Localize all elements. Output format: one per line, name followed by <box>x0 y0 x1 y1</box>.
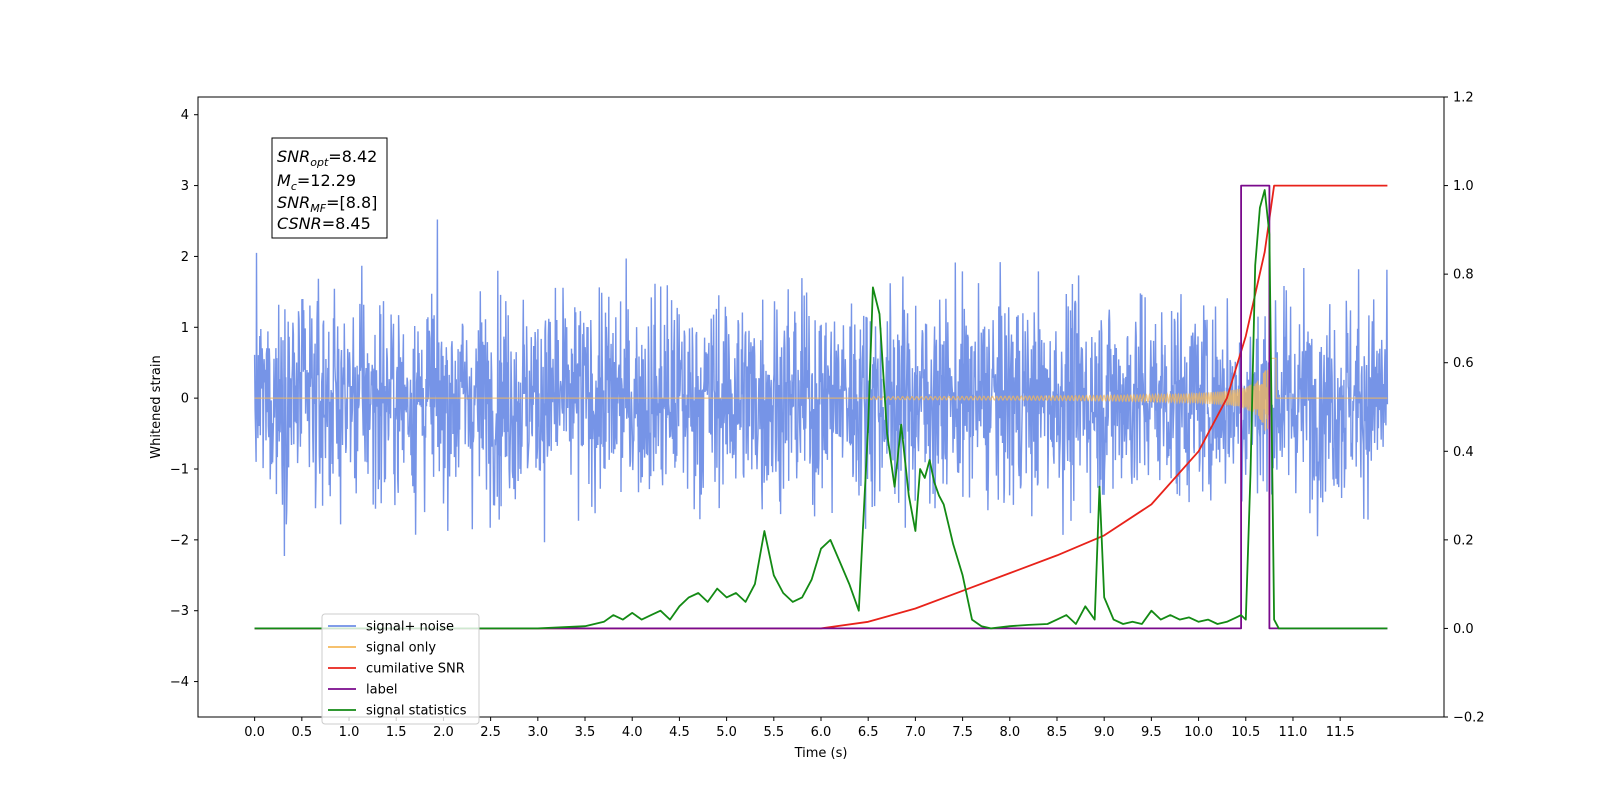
x-tick-label: 10.5 <box>1231 725 1260 740</box>
series-signal-statistics <box>254 189 1388 630</box>
x-tick-label: 3.0 <box>527 725 548 740</box>
x-tick-label: 3.5 <box>575 725 596 740</box>
x-tick-label: 1.0 <box>339 725 360 740</box>
y-tick-label: 4 <box>181 108 189 123</box>
x-tick-label: 9.0 <box>1094 725 1115 740</box>
y2-tick-label: 0.4 <box>1453 445 1474 460</box>
x-tick-label: 0.5 <box>291 725 312 740</box>
x-tick-label: 6.5 <box>858 725 879 740</box>
x-tick-label: 9.5 <box>1141 725 1162 740</box>
x-tick-label: 6.0 <box>811 725 832 740</box>
x-tick-label: 4.0 <box>622 725 643 740</box>
x-tick-label: 7.0 <box>905 725 926 740</box>
x-tick-label: 5.5 <box>763 725 784 740</box>
y-tick-label: 0 <box>181 392 189 407</box>
series-signal-only <box>254 340 1388 457</box>
series-signal-noise <box>253 219 1389 557</box>
y-tick-label: −1 <box>170 463 189 478</box>
legend-label: signal+ noise <box>366 620 454 635</box>
y-tick-label: −3 <box>170 604 189 619</box>
legend-label: signal only <box>366 641 436 656</box>
annotation-snr-opt: SNRopt=8.42 <box>277 147 377 169</box>
x-tick-label: 2.0 <box>433 725 454 740</box>
y2-tick-label: 1.0 <box>1453 179 1474 194</box>
x-tick-label: 5.0 <box>716 725 737 740</box>
x-tick-label: 11.5 <box>1326 725 1355 740</box>
y-tick-label: 2 <box>181 250 189 265</box>
legend-label: label <box>366 683 397 698</box>
y-axis-label: Whitened strain <box>149 355 164 458</box>
x-tick-label: 1.5 <box>386 725 407 740</box>
x-tick-label: 2.5 <box>480 725 501 740</box>
y2-tick-label: 1.2 <box>1453 91 1474 106</box>
annotation-mc: Mc=12.29 <box>277 171 356 193</box>
plot-area <box>253 184 1389 630</box>
legend-label: cumilative SNR <box>366 662 465 677</box>
x-tick-label: 11.0 <box>1278 725 1307 740</box>
y-tick-label: 3 <box>181 179 189 194</box>
y2-tick-label: 0.8 <box>1453 268 1474 283</box>
x-tick-label: 0.0 <box>244 725 265 740</box>
x-tick-label: 8.5 <box>1047 725 1068 740</box>
x-axis-label: Time (s) <box>794 746 848 761</box>
y-tick-label: 1 <box>181 321 189 336</box>
annotation-box: SNRopt=8.42 Mc=12.29 SNRMF=[8.8] CSNR=8.… <box>271 137 388 239</box>
annotation-csnr: CSNR=8.45 <box>277 214 371 233</box>
y2-tick-label: −0.2 <box>1453 711 1485 726</box>
legend-label: signal statistics <box>366 704 467 719</box>
x-tick-label: 7.5 <box>952 725 973 740</box>
x-tick-label: 10.0 <box>1184 725 1213 740</box>
y2-tick-label: 0.6 <box>1453 356 1474 371</box>
x-tick-label: 4.5 <box>669 725 690 740</box>
y-axis-right: 1.2 1.0 0.8 0.6 0.4 0.2 0.0 −0.2 <box>1444 91 1485 726</box>
y-tick-label: −4 <box>170 675 189 690</box>
x-axis: 0.0 0.5 1.0 1.5 2.0 2.5 3.0 3.5 4.0 4.5 5.0 5.5 6.0 6… <box>244 717 1355 740</box>
y2-tick-label: 0.0 <box>1453 622 1474 637</box>
annotation-snr-mf: SNRMF=[8.8] <box>277 193 377 215</box>
y-tick-label: −2 <box>170 533 189 548</box>
y-axis-left: 4 3 2 1 0 −1 −2 −3 −4 <box>170 108 198 690</box>
y2-tick-label: 0.2 <box>1453 533 1474 548</box>
x-tick-label: 8.0 <box>999 725 1020 740</box>
legend: signal+ noise signal only cumilative SNR la… <box>321 613 480 725</box>
